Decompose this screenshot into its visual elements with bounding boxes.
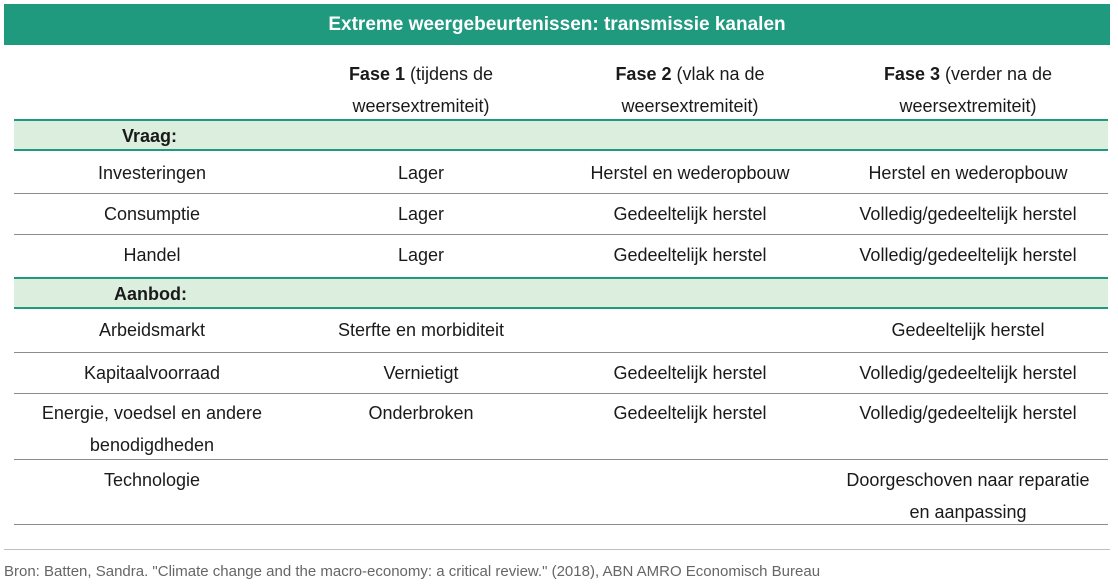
fase-1-cell: Sterfte en morbiditeit bbox=[337, 320, 505, 340]
fase-1-cell: Lager bbox=[397, 204, 445, 224]
header-fase-1-bold: Fase 1 bbox=[348, 64, 405, 84]
table-row: Consumptie Lager Gedeeltelijk herstel Vo… bbox=[14, 194, 1108, 235]
fase-2-cell: Gedeeltelijk herstel bbox=[613, 245, 767, 265]
header-fase-2: Fase 2 (vlak na de weersextremiteit) bbox=[552, 58, 828, 122]
fase-3-cell: Doorgeschoven naar reparatie en aanpassi… bbox=[828, 464, 1108, 528]
fase-3-cell-line2: en aanpassing bbox=[909, 502, 1027, 522]
fase-1-cell: Lager bbox=[397, 163, 445, 183]
fase-3-cell: Gedeeltelijk herstel bbox=[891, 320, 1045, 340]
table-row: Investeringen Lager Herstel en wederopbo… bbox=[14, 153, 1108, 194]
header-fase-1-line2: weersextremiteit) bbox=[352, 96, 490, 116]
row-label: Consumptie bbox=[103, 204, 201, 224]
fase-3-cell: Herstel en wederopbouw bbox=[868, 163, 1068, 183]
source-note: Bron: Batten, Sandra. "Climate change an… bbox=[4, 563, 821, 580]
fase-1-cell: Vernietigt bbox=[383, 363, 459, 383]
section-aanbod: Aanbod: bbox=[14, 277, 1108, 309]
section-vraag-label: Vraag: bbox=[122, 126, 178, 146]
fase-2-cell: Gedeeltelijk herstel bbox=[613, 403, 767, 423]
table-row: Technologie Doorgeschoven naar reparatie… bbox=[14, 460, 1108, 525]
row-label: Handel bbox=[123, 245, 181, 265]
footer-divider bbox=[4, 549, 1110, 550]
header-fase-3-rest: (verder na de bbox=[939, 64, 1053, 84]
fase-1-cell: Lager bbox=[397, 245, 445, 265]
section-aanbod-label: Aanbod: bbox=[114, 284, 187, 304]
section-vraag: Vraag: bbox=[14, 119, 1108, 151]
header-fase-3-bold: Fase 3 bbox=[883, 64, 940, 84]
row-label-line1: Energie, voedsel en andere bbox=[41, 403, 263, 423]
table-row: Arbeidsmarkt Sterfte en morbiditeit Gede… bbox=[14, 311, 1108, 353]
fase-3-cell: Volledig/gedeeltelijk herstel bbox=[859, 403, 1077, 423]
table-row: Kapitaalvoorraad Vernietigt Gedeeltelijk… bbox=[14, 353, 1108, 394]
fase-2-cell: Herstel en wederopbouw bbox=[590, 163, 790, 183]
fase-3-cell: Volledig/gedeeltelijk herstel bbox=[859, 245, 1077, 265]
header-fase-3: Fase 3 (verder na de weersextremiteit) bbox=[828, 58, 1108, 122]
fase-2-cell: Gedeeltelijk herstel bbox=[613, 204, 767, 224]
header-fase-3-line2: weersextremiteit) bbox=[899, 96, 1037, 116]
header-fase-2-line2: weersextremiteit) bbox=[621, 96, 759, 116]
table-row: Energie, voedsel en andere benodigdheden… bbox=[14, 394, 1108, 460]
fase-3-cell: Volledig/gedeeltelijk herstel bbox=[859, 363, 1077, 383]
fase-3-cell-line1: Doorgeschoven naar reparatie bbox=[846, 470, 1090, 490]
header-fase-1: Fase 1 (tijdens de weersextremiteit) bbox=[290, 58, 552, 122]
table-row: Handel Lager Gedeeltelijk herstel Volled… bbox=[14, 235, 1108, 276]
fase-2-cell: Gedeeltelijk herstel bbox=[613, 363, 767, 383]
table-title: Extreme weergebeurtenissen: transmissie … bbox=[4, 4, 1110, 45]
fase-1-cell: Onderbroken bbox=[368, 403, 474, 423]
header-fase-2-rest: (vlak na de bbox=[671, 64, 765, 84]
header-fase-1-rest: (tijdens de bbox=[404, 64, 494, 84]
row-label: Investeringen bbox=[97, 163, 207, 183]
fase-3-cell: Volledig/gedeeltelijk herstel bbox=[859, 204, 1077, 224]
row-label: Kapitaalvoorraad bbox=[83, 363, 221, 383]
row-label: Arbeidsmarkt bbox=[98, 320, 206, 340]
row-label: Energie, voedsel en andere benodigdheden bbox=[14, 397, 290, 461]
header-fase-2-bold: Fase 2 bbox=[615, 64, 672, 84]
row-label: Technologie bbox=[103, 470, 201, 490]
row-label-line2: benodigdheden bbox=[89, 435, 215, 455]
